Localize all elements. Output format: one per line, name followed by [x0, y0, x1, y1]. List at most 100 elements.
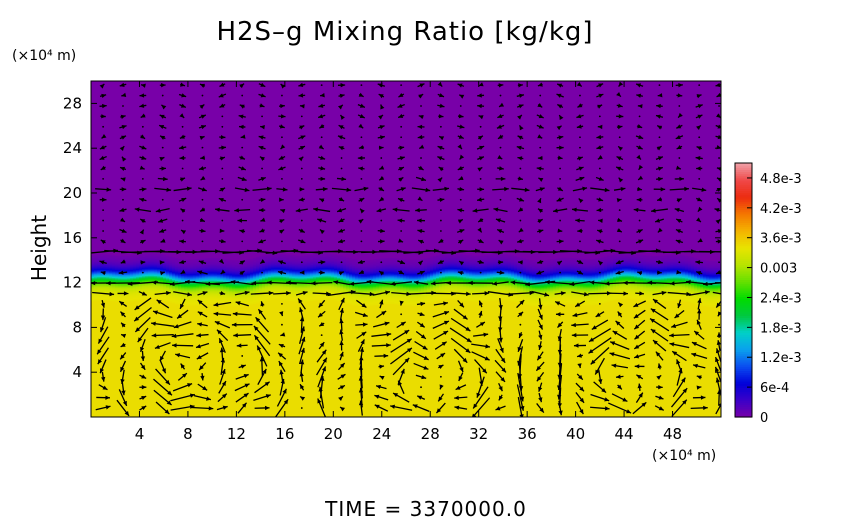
- transition-cell: [301, 255, 305, 258]
- transition-cell: [382, 295, 386, 298]
- lower-region: [316, 298, 320, 417]
- transition-cell: [271, 280, 275, 282]
- transition-cell: [301, 261, 305, 264]
- transition-cell: [133, 261, 137, 263]
- transition-cell: [121, 277, 125, 280]
- transition-cell: [367, 270, 371, 273]
- transition-cell: [139, 296, 143, 298]
- transition-cell: [265, 269, 269, 271]
- transition-cell: [229, 302, 233, 305]
- transition-cell: [355, 296, 359, 299]
- transition-cell: [361, 290, 365, 292]
- transition-cell: [352, 260, 356, 262]
- transition-cell: [130, 296, 134, 298]
- transition-cell: [127, 279, 131, 282]
- transition-cell: [352, 272, 356, 274]
- transition-cell: [238, 293, 242, 296]
- transition-cell: [232, 282, 236, 285]
- transition-cell: [343, 290, 347, 292]
- transition-cell: [391, 271, 395, 273]
- transition-cell: [133, 293, 137, 296]
- transition-cell: [97, 294, 101, 296]
- transition-cell: [154, 290, 158, 293]
- transition-cell: [337, 299, 341, 302]
- transition-cell: [214, 269, 218, 272]
- transition-cell: [253, 295, 257, 297]
- transition-cell: [247, 261, 251, 264]
- transition-cell: [154, 288, 158, 290]
- transition-cell: [226, 268, 230, 271]
- transition-cell: [349, 285, 353, 288]
- lower-region: [382, 302, 386, 417]
- transition-cell: [382, 269, 386, 271]
- transition-cell: [310, 272, 314, 275]
- transition-cell: [355, 264, 359, 266]
- transition-cell: [250, 268, 254, 270]
- transition-cell: [223, 264, 227, 267]
- transition-cell: [268, 255, 272, 258]
- transition-cell: [247, 265, 251, 267]
- transition-cell: [280, 286, 284, 288]
- transition-cell: [250, 299, 254, 302]
- transition-cell: [367, 291, 371, 293]
- transition-cell: [343, 275, 347, 278]
- transition-cell: [190, 267, 194, 270]
- transition-cell: [232, 274, 236, 277]
- transition-cell: [97, 286, 101, 289]
- transition-cell: [313, 272, 317, 275]
- transition-cell: [163, 284, 167, 287]
- transition-cell: [265, 254, 269, 257]
- transition-cell: [361, 288, 365, 291]
- transition-cell: [268, 297, 272, 300]
- transition-cell: [106, 283, 110, 286]
- transition-cell: [370, 266, 374, 269]
- transition-cell: [97, 277, 101, 279]
- upper-region: [238, 81, 242, 261]
- transition-cell: [367, 284, 371, 286]
- transition-cell: [181, 277, 185, 279]
- transition-cell: [175, 271, 179, 273]
- upper-region: [223, 81, 227, 260]
- transition-cell: [100, 263, 104, 266]
- transition-cell: [184, 295, 188, 298]
- transition-cell: [169, 280, 173, 283]
- transition-cell: [361, 285, 365, 287]
- transition-cell: [346, 270, 350, 273]
- transition-cell: [244, 294, 248, 297]
- transition-cell: [283, 263, 287, 266]
- lower-region: [274, 298, 278, 417]
- transition-cell: [382, 271, 386, 274]
- transition-cell: [163, 257, 167, 259]
- transition-cell: [292, 287, 296, 290]
- transition-cell: [235, 260, 239, 262]
- transition-cell: [376, 279, 380, 281]
- transition-cell: [229, 274, 233, 276]
- transition-cell: [166, 274, 170, 277]
- lower-region: [292, 299, 296, 417]
- transition-cell: [253, 301, 257, 303]
- transition-cell: [226, 289, 230, 291]
- transition-cell: [298, 286, 302, 289]
- transition-cell: [226, 288, 230, 290]
- transition-cell: [169, 285, 173, 287]
- transition-cell: [253, 297, 257, 300]
- transition-cell: [103, 259, 107, 261]
- transition-cell: [118, 262, 122, 265]
- transition-cell: [163, 283, 167, 286]
- transition-cell: [193, 274, 197, 277]
- transition-cell: [280, 279, 284, 281]
- lower-region: [97, 298, 101, 417]
- transition-cell: [244, 297, 248, 299]
- transition-cell: [157, 278, 161, 281]
- transition-cell: [115, 263, 119, 266]
- transition-cell: [160, 288, 164, 291]
- transition-cell: [367, 262, 371, 265]
- transition-cell: [310, 266, 314, 269]
- upper-region: [274, 81, 278, 255]
- transition-cell: [199, 258, 203, 261]
- transition-cell: [178, 265, 182, 268]
- transition-cell: [253, 267, 257, 270]
- transition-cell: [160, 287, 164, 290]
- transition-cell: [127, 260, 131, 263]
- transition-cell: [340, 290, 344, 293]
